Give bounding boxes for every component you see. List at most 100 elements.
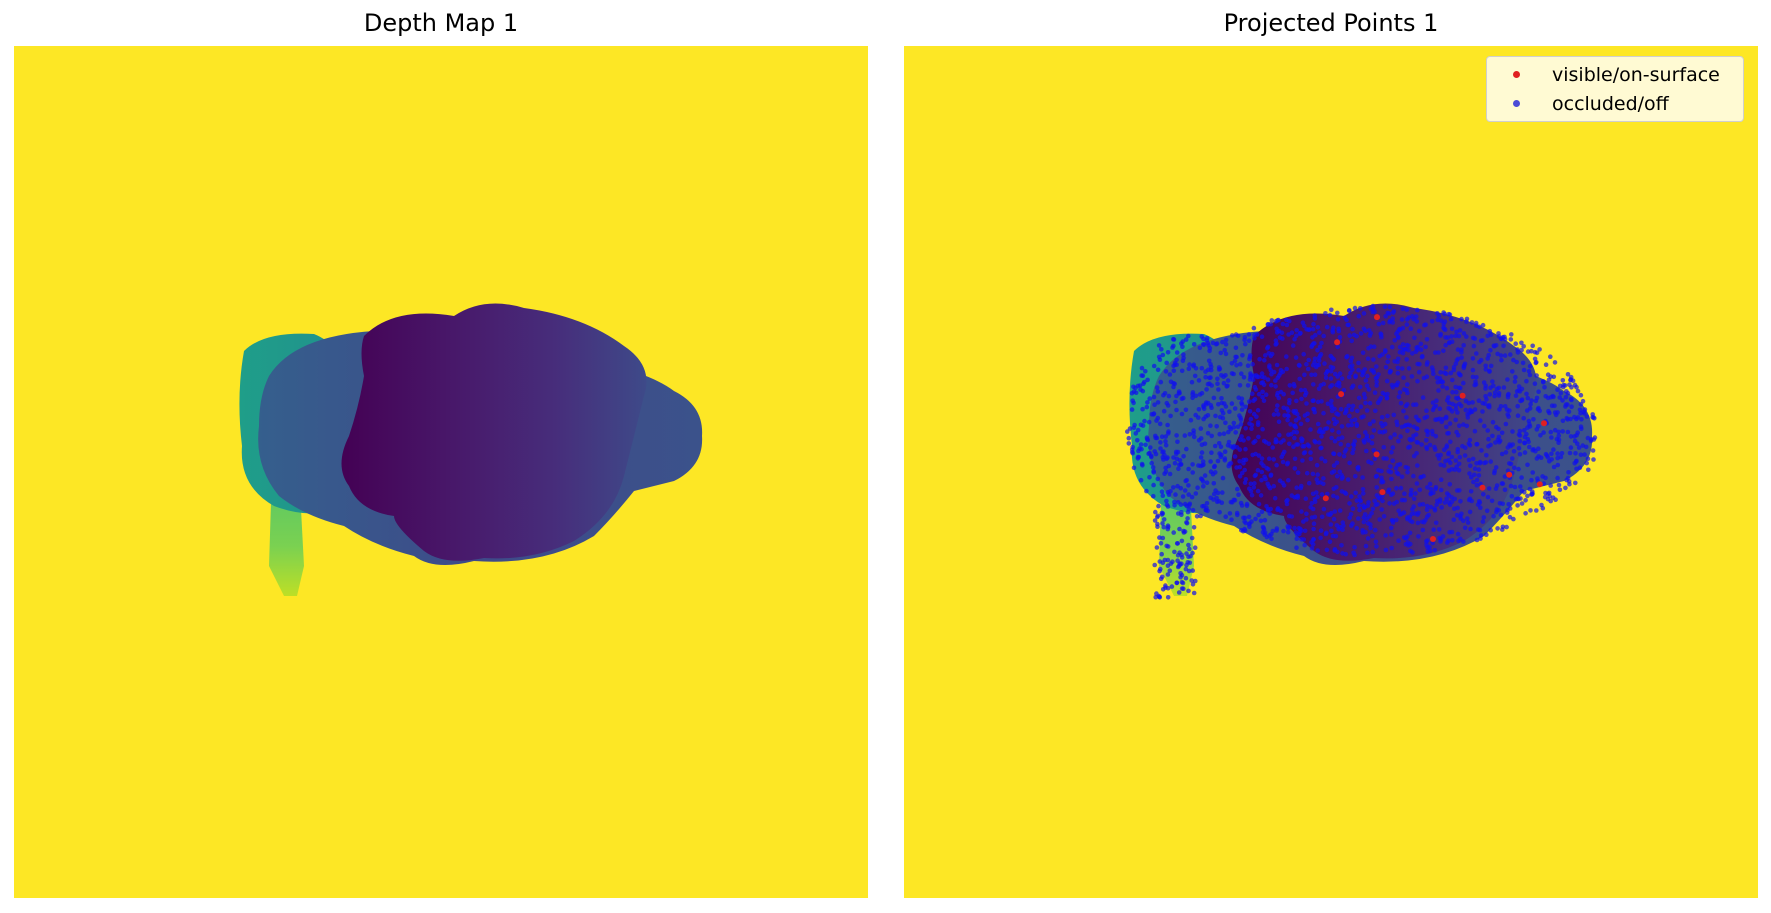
occluded-point: [1591, 457, 1596, 462]
occluded-point: [1525, 462, 1530, 468]
occluded-point: [1248, 488, 1254, 494]
occluded-point: [1313, 332, 1318, 338]
occluded-point: [1244, 501, 1250, 507]
depth-map-plot: [14, 46, 868, 898]
occluded-point: [1500, 527, 1505, 532]
occluded-point: [1501, 343, 1506, 349]
occluded-point: [1292, 525, 1297, 531]
occluded-point: [1368, 525, 1373, 531]
occluded-point: [1496, 385, 1502, 391]
occluded-point: [1215, 490, 1221, 496]
occluded-point: [1401, 387, 1407, 392]
occluded-point: [1273, 384, 1278, 389]
occluded-point: [1174, 357, 1179, 363]
occluded-point: [1252, 336, 1257, 341]
occluded-point: [1321, 410, 1326, 416]
occluded-point: [1304, 401, 1309, 406]
occluded-point: [1222, 456, 1228, 461]
occluded-point: [1476, 473, 1482, 478]
occluded-point: [1265, 346, 1270, 351]
occluded-point: [1474, 375, 1479, 380]
occluded-point: [1187, 362, 1192, 367]
occluded-point: [1171, 336, 1176, 342]
occluded-point: [1298, 421, 1304, 427]
occluded-point: [1373, 474, 1379, 479]
occluded-point: [1193, 366, 1199, 371]
occluded-point: [1486, 436, 1491, 442]
occluded-point: [1160, 535, 1166, 541]
occluded-point: [1265, 508, 1271, 513]
occluded-point: [1314, 462, 1320, 468]
occluded-point: [1558, 390, 1564, 396]
occluded-point: [1247, 353, 1253, 358]
occluded-point: [1488, 363, 1494, 369]
occluded-point: [1512, 465, 1517, 471]
occluded-point: [1274, 341, 1279, 346]
occluded-point: [1214, 495, 1219, 501]
occluded-point: [1405, 465, 1411, 471]
occluded-point: [1389, 532, 1394, 537]
occluded-point: [1154, 418, 1159, 423]
occluded-point: [1324, 530, 1329, 536]
occluded-point: [1502, 487, 1508, 493]
occluded-point: [1140, 406, 1145, 412]
occluded-point: [1521, 367, 1527, 373]
occluded-point: [1505, 377, 1510, 382]
visible-point: [1536, 481, 1543, 488]
occluded-point: [1163, 369, 1169, 374]
occluded-point: [1153, 509, 1158, 515]
occluded-point: [1153, 435, 1158, 441]
occluded-point: [1399, 317, 1405, 322]
occluded-point: [1363, 328, 1368, 334]
occluded-point: [1172, 503, 1177, 508]
occluded-point: [1508, 461, 1514, 467]
occluded-point: [1530, 470, 1535, 475]
occluded-point: [1527, 424, 1533, 429]
occluded-point: [1145, 377, 1150, 383]
occluded-point: [1261, 463, 1266, 469]
occluded-point: [1287, 441, 1292, 447]
occluded-point: [1462, 525, 1468, 531]
occluded-point: [1365, 536, 1371, 541]
occluded-point: [1165, 504, 1171, 509]
occluded-point: [1350, 450, 1355, 456]
occluded-point: [1328, 522, 1334, 527]
occluded-point: [1269, 382, 1274, 388]
occluded-point: [1493, 465, 1499, 470]
occluded-point: [1255, 407, 1261, 413]
occluded-point: [1125, 429, 1130, 434]
occluded-point: [1513, 393, 1519, 399]
occluded-point: [1312, 313, 1317, 318]
occluded-point: [1548, 498, 1553, 504]
occluded-point: [1304, 470, 1310, 476]
occluded-point: [1578, 410, 1583, 416]
occluded-point: [1231, 420, 1237, 426]
occluded-point: [1337, 508, 1343, 513]
occluded-point: [1529, 348, 1534, 354]
occluded-point: [1548, 354, 1553, 360]
occluded-point: [1569, 404, 1574, 410]
occluded-point: [1312, 409, 1317, 415]
occluded-point: [1346, 403, 1351, 409]
occluded-point: [1241, 375, 1247, 380]
occluded-point: [1318, 383, 1324, 388]
occluded-point: [1239, 371, 1244, 377]
occluded-point: [1459, 350, 1464, 355]
occluded-point: [1495, 526, 1500, 531]
occluded-point: [1351, 550, 1356, 556]
occluded-point: [1582, 452, 1587, 457]
occluded-point: [1562, 383, 1568, 388]
occluded-point: [1204, 501, 1210, 506]
occluded-point: [1285, 525, 1291, 531]
occluded-point: [1513, 341, 1518, 347]
occluded-point: [1355, 408, 1360, 414]
occluded-point: [1295, 470, 1301, 476]
occluded-point: [1247, 421, 1252, 426]
occluded-point: [1329, 307, 1334, 313]
occluded-point: [1372, 390, 1378, 396]
occluded-point: [1350, 326, 1355, 332]
occluded-point: [1371, 419, 1376, 424]
occluded-point: [1441, 325, 1446, 330]
occluded-point: [1186, 506, 1192, 512]
occluded-point: [1230, 333, 1235, 338]
